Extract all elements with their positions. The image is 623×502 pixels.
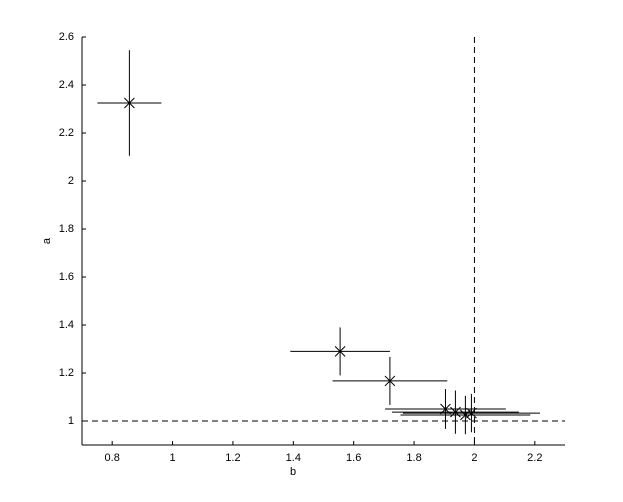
x-tick-label: 1.8 xyxy=(406,452,421,464)
y-tick-label: 1 xyxy=(68,415,74,427)
y-tick-label: 1.4 xyxy=(59,319,74,331)
x-axis-label: b xyxy=(290,466,296,478)
x-tick-label: 1.6 xyxy=(346,452,361,464)
y-tick-label: 1.8 xyxy=(59,223,74,235)
y-tick-label: 2.2 xyxy=(59,127,74,139)
point xyxy=(466,407,477,419)
x-tick-label: 0.8 xyxy=(105,452,120,464)
y-tick-label: 2.4 xyxy=(59,79,74,91)
y-tick-label: 2 xyxy=(68,175,74,187)
y-axis-label: a xyxy=(41,237,53,244)
x-tick-label: 2.2 xyxy=(527,452,542,464)
y-tick-label: 2.6 xyxy=(59,31,74,43)
y-tick-label: 1.2 xyxy=(59,367,74,379)
x-tick-label: 1.2 xyxy=(225,452,240,464)
point xyxy=(460,409,471,421)
point xyxy=(334,346,346,357)
y-tick-label: 1.6 xyxy=(59,271,74,283)
point xyxy=(124,97,135,109)
x-tick-label: 2 xyxy=(471,452,477,464)
x-tick-label: 1.4 xyxy=(286,452,301,464)
point xyxy=(384,375,396,387)
x-tick-label: 1 xyxy=(170,452,176,464)
